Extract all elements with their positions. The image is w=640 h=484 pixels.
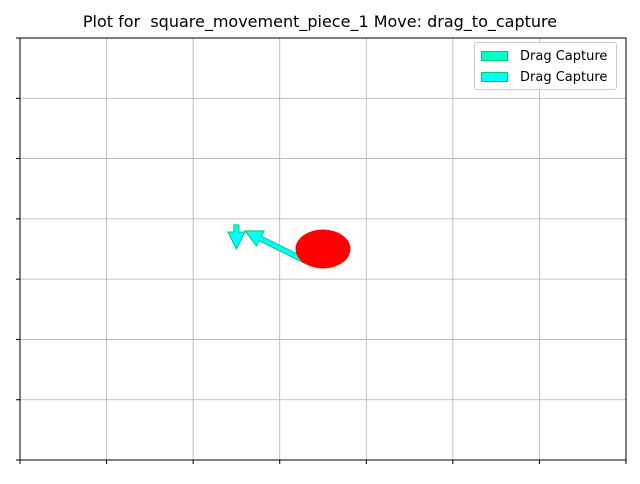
legend-item: Drag Capture bbox=[481, 49, 616, 65]
legend-item: Drag Capture bbox=[481, 70, 616, 86]
legend-label: Drag Capture bbox=[520, 49, 608, 64]
drag-capture-arrow bbox=[227, 224, 246, 251]
legend: Drag Capture Drag Capture bbox=[474, 42, 617, 90]
legend-label: Drag Capture bbox=[520, 70, 608, 85]
axes-frame bbox=[19, 37, 627, 461]
legend-swatch bbox=[481, 72, 508, 82]
plot-title: Plot for square_movement_piece_1 Move: d… bbox=[82, 12, 558, 31]
drag-capture-arrow bbox=[244, 230, 308, 264]
game-piece bbox=[295, 229, 351, 269]
legend-swatch bbox=[481, 51, 508, 61]
